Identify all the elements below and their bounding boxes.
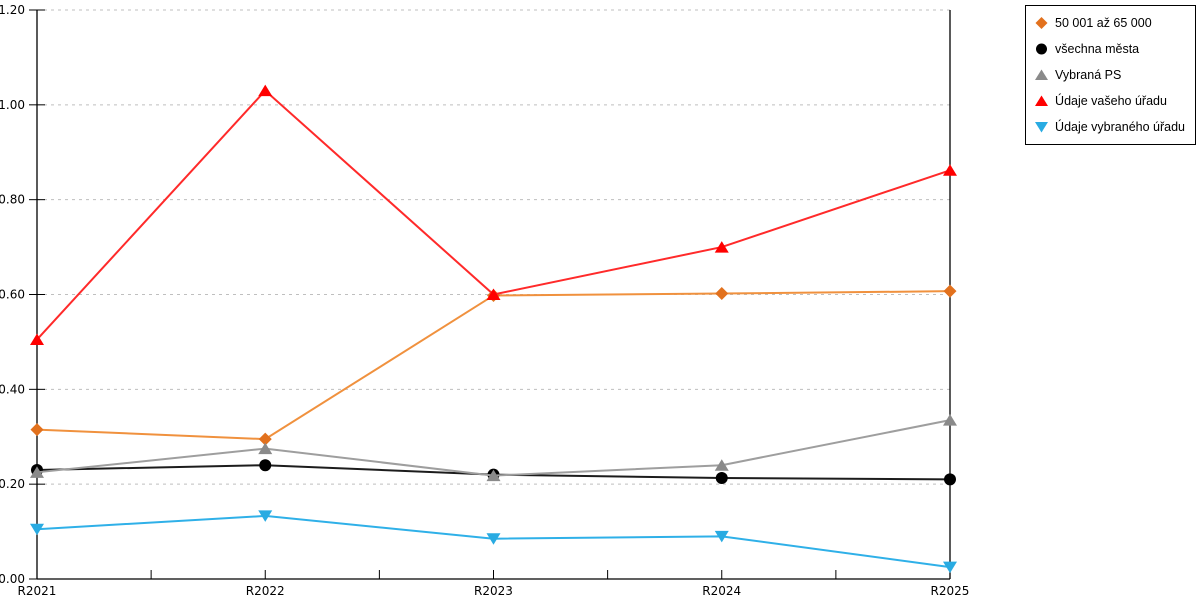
y-axis-tick-label: 1.20 <box>0 3 25 17</box>
series-0 <box>30 284 957 446</box>
data-point-marker <box>714 459 729 471</box>
data-point-marker <box>943 284 957 298</box>
x-axis-tick-label: R2023 <box>474 584 513 598</box>
legend: 50 001 až 65 000 všechna města Vybraná PS Ú… <box>1025 5 1196 145</box>
y-axis-tick-label: 0.20 <box>0 477 25 491</box>
y-axis-tick-label: 0.00 <box>0 572 25 586</box>
y-axis-tick-label: 0.80 <box>0 193 25 207</box>
data-point-marker <box>715 472 728 485</box>
data-point-marker <box>944 473 956 486</box>
marker-glyph <box>1035 122 1049 133</box>
data-point-marker <box>715 287 729 301</box>
data-point-marker <box>486 288 501 300</box>
x-axis-tick-label: R2021 <box>18 584 57 598</box>
legend-item: Vybraná PS <box>1034 67 1185 83</box>
legend-label: Vybraná PS <box>1055 68 1122 82</box>
data-point-marker <box>943 164 957 176</box>
legend-label: 50 001 až 65 000 <box>1055 16 1152 30</box>
data-point-marker <box>258 442 273 455</box>
legend-item: 50 001 až 65 000 <box>1034 15 1185 31</box>
data-point-marker <box>30 523 44 536</box>
data-point-marker <box>30 423 44 437</box>
data-point-marker <box>259 459 272 472</box>
data-point-marker <box>486 469 501 482</box>
y-axis-tick-label: 0.60 <box>0 288 25 302</box>
data-point-marker <box>30 333 44 346</box>
marker-glyph <box>1035 17 1048 29</box>
diamond-icon <box>1035 17 1048 29</box>
series-line <box>36 89 951 341</box>
marker-glyph <box>1035 95 1049 106</box>
x-axis-tick-label: R2025 <box>931 584 970 598</box>
legend-item: Údaje vybraného úřadu <box>1034 119 1185 135</box>
data-point-marker <box>943 414 957 426</box>
data-point-marker <box>486 533 501 545</box>
data-point-marker <box>30 466 44 478</box>
marker-glyph <box>1036 43 1048 55</box>
triangle-up-icon <box>1035 69 1049 80</box>
series-2 <box>30 414 957 482</box>
data-point-marker <box>258 84 273 97</box>
marker-glyph <box>1035 69 1049 80</box>
data-point-marker <box>714 530 729 543</box>
data-point-marker <box>714 241 729 253</box>
y-axis-tick-label: 1.00 <box>0 98 25 112</box>
data-point-marker <box>258 432 272 446</box>
series-3 <box>30 84 957 346</box>
data-point-marker <box>258 510 273 522</box>
data-point-marker <box>943 561 957 574</box>
y-axis-tick-label: 0.40 <box>0 382 25 396</box>
legend-item: Údaje vašeho úřadu <box>1034 93 1185 109</box>
legend-item: všechna města <box>1034 41 1185 57</box>
x-axis-tick-label: R2022 <box>246 584 285 598</box>
x-axis-tick-label: R2024 <box>702 584 741 598</box>
series-4 <box>30 510 957 574</box>
series-line <box>36 290 951 441</box>
legend-label: všechna města <box>1055 42 1140 56</box>
triangle-up-icon <box>1035 95 1049 106</box>
triangle-down-icon <box>1035 122 1049 133</box>
legend-label: Údaje vybraného úřadu <box>1055 120 1185 134</box>
legend-label: Údaje vašeho úřadu <box>1055 94 1167 108</box>
circle-icon <box>1036 43 1048 55</box>
